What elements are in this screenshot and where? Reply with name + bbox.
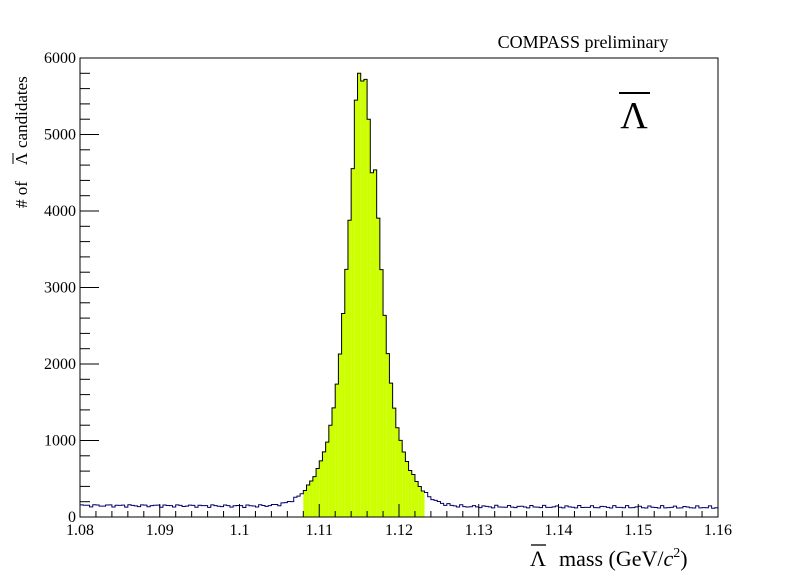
signal-bin-bar: [367, 119, 371, 517]
y-tick-label: 5000: [44, 127, 76, 144]
y-tick-label: 6000: [44, 50, 76, 67]
signal-bin-bar: [399, 440, 403, 517]
signal-bin-bar: [319, 460, 323, 517]
y-tick-label: 3000: [44, 280, 76, 297]
signal-bin-bar: [370, 172, 374, 517]
signal-bin-bar: [322, 451, 326, 517]
x-axis-title-c: c: [663, 546, 673, 571]
signal-bin-bar: [363, 79, 368, 518]
signal-bin-bar: [421, 491, 425, 517]
signal-bin-bar: [402, 451, 406, 517]
y-axis-title-suffix: candidates: [12, 76, 31, 148]
signal-bin-bar: [332, 407, 336, 517]
x-tick-label: 1.1: [230, 522, 250, 539]
signal-bin-bar: [306, 484, 310, 517]
y-tick-label: 1000: [44, 433, 76, 450]
signal-bin-bar: [341, 313, 345, 517]
x-axis-title: Λ mass (GeV/c2): [530, 544, 688, 571]
x-axis-title-text: mass (GeV/: [559, 546, 664, 571]
particle-symbol: Λ: [620, 95, 648, 137]
svg-text:mass (GeV/c2): mass (GeV/c2): [559, 546, 688, 571]
signal-bin-bar: [383, 315, 387, 517]
x-tick-label: 1.16: [704, 522, 732, 539]
chart-title: COMPASS preliminary: [498, 32, 669, 52]
signal-bin-bar: [357, 73, 361, 518]
signal-bin-bar: [309, 480, 313, 517]
x-axis-title-symbol: Λ: [530, 546, 546, 571]
signal-bin-bar: [418, 486, 422, 517]
signal-bin-bar: [376, 218, 380, 517]
signal-bin-bar: [325, 442, 329, 517]
signal-bin-bar: [347, 220, 352, 517]
signal-bin-bar: [386, 353, 390, 517]
signal-bin-bar: [344, 269, 348, 517]
signal-bin-bar: [335, 384, 339, 517]
signal-peak-line: [303, 72, 425, 492]
signal-bin-bar: [389, 383, 393, 517]
signal-bin-bar: [411, 474, 415, 517]
y-axis-title-symbol: Λ: [12, 152, 31, 165]
background-left-line: [80, 490, 307, 508]
signal-bin-bar: [395, 427, 399, 517]
svg-text:# of: # of: [12, 181, 31, 208]
x-axis-title-close: ): [680, 546, 687, 571]
background-right-line: [421, 490, 718, 509]
signal-bin-bar: [303, 490, 307, 517]
signal-bin-bar: [351, 168, 355, 517]
x-tick-label: 1.15: [624, 522, 652, 539]
signal-bin-bar: [354, 100, 358, 517]
signal-bin-bar: [405, 461, 409, 517]
signal-bin-bar: [360, 80, 364, 517]
signal-bin-bar: [373, 169, 377, 517]
y-tick-label: 2000: [44, 356, 76, 373]
signal-bin-bar: [312, 476, 317, 517]
y-axis-title: # of Λ candidates: [12, 76, 31, 208]
x-tick-label: 1.13: [465, 522, 493, 539]
x-tick-label: 1.09: [146, 522, 174, 539]
signal-bin-bar: [414, 481, 419, 517]
x-tick-label: 1.12: [385, 522, 413, 539]
signal-bin-bar: [379, 269, 384, 517]
y-tick-label: 4000: [44, 203, 76, 220]
x-tick-label: 1.14: [545, 522, 573, 539]
particle-label: Λ: [619, 92, 650, 137]
signal-bin-bar: [328, 425, 333, 517]
y-tick-label: 0: [68, 509, 76, 526]
signal-bin-bar: [408, 470, 412, 517]
x-tick-label: 1.08: [66, 522, 94, 539]
x-tick-label: 1.11: [306, 522, 333, 539]
signal-bin-bar: [338, 353, 342, 517]
signal-bin-bar: [316, 468, 320, 517]
x-axis-title-sup: 2: [673, 546, 680, 561]
y-axis-title-prefix: # of: [12, 181, 31, 208]
signal-bin-bar: [392, 408, 396, 517]
